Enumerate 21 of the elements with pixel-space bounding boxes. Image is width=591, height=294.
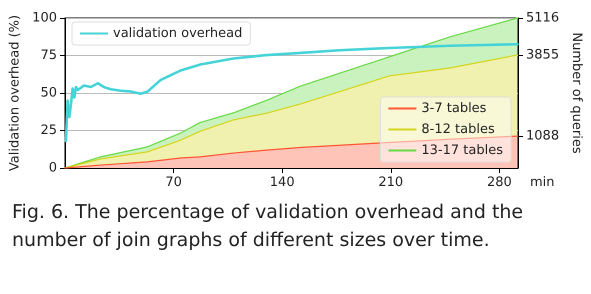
- y-tick-label: 100: [32, 10, 57, 26]
- legend-label: validation overhead: [113, 26, 242, 41]
- x-axis-title: min: [530, 175, 555, 190]
- caption: Fig. 6. The percentage of validation overhead and the number of join graphs of different sizes over time.: [12, 200, 524, 253]
- y2-tick-label: 3855: [526, 47, 560, 62]
- y2-axis-title: Number of queries: [569, 32, 584, 154]
- y2-tick-label: 1088: [526, 128, 560, 144]
- y-tick-label: 25: [40, 123, 57, 138]
- y-tick-label: 50: [40, 86, 57, 100]
- y-tick-label: 75: [40, 48, 57, 63]
- x-tick-label: 70: [165, 175, 182, 190]
- x-tick-label: 140: [270, 175, 295, 190]
- y-axis-title: Validation overhead (%): [7, 14, 22, 172]
- y-tick-label: 0: [48, 160, 57, 176]
- line-series: [64, 42, 519, 142]
- x-tick-label: 280: [486, 175, 512, 190]
- legend-label: 3-7 tables: [421, 101, 487, 116]
- legend-label: 8-12 tables: [421, 122, 495, 137]
- legend-label: 13-17 tables: [421, 143, 504, 158]
- x-tick-label: 210: [378, 175, 404, 190]
- y2-tick-label: 5116: [526, 10, 560, 26]
